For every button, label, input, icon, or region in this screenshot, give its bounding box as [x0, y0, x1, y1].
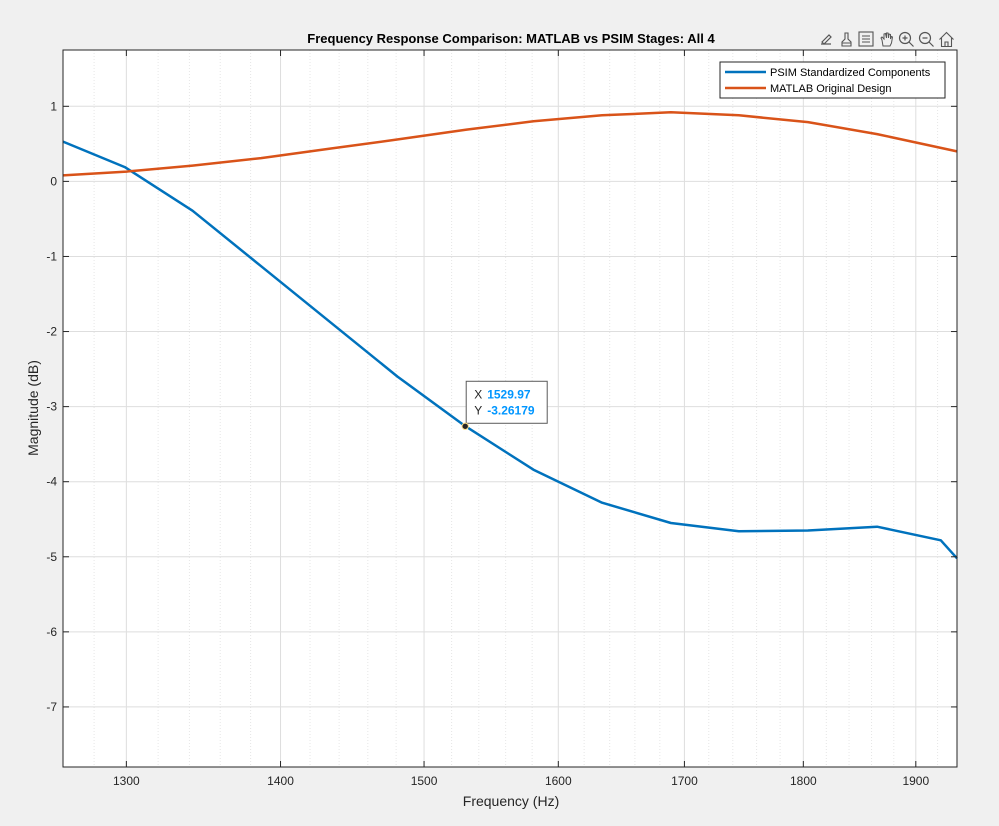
- y-tick-label: -1: [46, 249, 57, 263]
- data-tip-box: [465, 380, 548, 424]
- data-tips-icon[interactable]: [858, 31, 874, 47]
- y-tick-label: -6: [46, 625, 57, 639]
- legend-box: [719, 61, 946, 99]
- x-tick-label: 1900: [902, 774, 929, 788]
- series-line-matlab[interactable]: [62, 111, 958, 177]
- x-tick-label: 1700: [671, 774, 698, 788]
- brush-icon[interactable]: [838, 31, 855, 48]
- home-icon[interactable]: [939, 31, 954, 48]
- export-icon[interactable]: [818, 31, 835, 48]
- data-tip-marker[interactable]: [461, 422, 469, 430]
- legend-entry-psim: PSIM Standardized Components: [770, 67, 931, 79]
- x-tick-label: 1500: [411, 774, 438, 788]
- pan-icon[interactable]: [878, 31, 895, 48]
- data-tip-y-label: Y: [474, 403, 482, 417]
- y-tick-label: 0: [50, 174, 57, 188]
- y-tick-label: -3: [46, 400, 57, 414]
- y-axis-label: Magnitude (dB): [25, 360, 41, 456]
- axes-box: [62, 49, 958, 768]
- series-line-psim[interactable]: [62, 140, 958, 560]
- y-tick-label: -4: [46, 475, 57, 489]
- chart-title: Frequency Response Comparison: MATLAB vs…: [307, 31, 715, 46]
- x-tick-label: 1800: [790, 774, 817, 788]
- legend-entry-matlab: MATLAB Original Design: [770, 83, 891, 95]
- axes-toolbar: [818, 31, 954, 48]
- data-tip-y-value: -3.26179: [487, 403, 535, 417]
- data-tip[interactable]: X 1529.97 Y -3.26179: [461, 380, 548, 430]
- x-tick-label: 1600: [545, 774, 572, 788]
- data-tip-x-label: X: [474, 387, 482, 401]
- data-tip-x-value: 1529.97: [487, 387, 531, 401]
- x-axis-label: Frequency (Hz): [463, 793, 559, 809]
- zoom-in-icon[interactable]: [898, 31, 914, 47]
- y-tick-label: 1: [50, 99, 57, 113]
- legend[interactable]: PSIM Standardized Components MATLAB Orig…: [719, 61, 946, 99]
- y-tick-label: -7: [46, 700, 57, 714]
- zoom-out-icon[interactable]: [918, 31, 934, 47]
- y-tick-label: -5: [46, 550, 57, 564]
- series-layer: [62, 111, 958, 560]
- x-tick-label: 1400: [267, 774, 294, 788]
- x-tick-label: 1300: [113, 774, 140, 788]
- ticks-layer: 1300 1400 1500 1600 1700 1800 1900 1 0 -1 -2 -3 -4 -5…: [46, 50, 957, 788]
- y-tick-label: -2: [46, 325, 57, 339]
- minor-grid: [93, 50, 939, 767]
